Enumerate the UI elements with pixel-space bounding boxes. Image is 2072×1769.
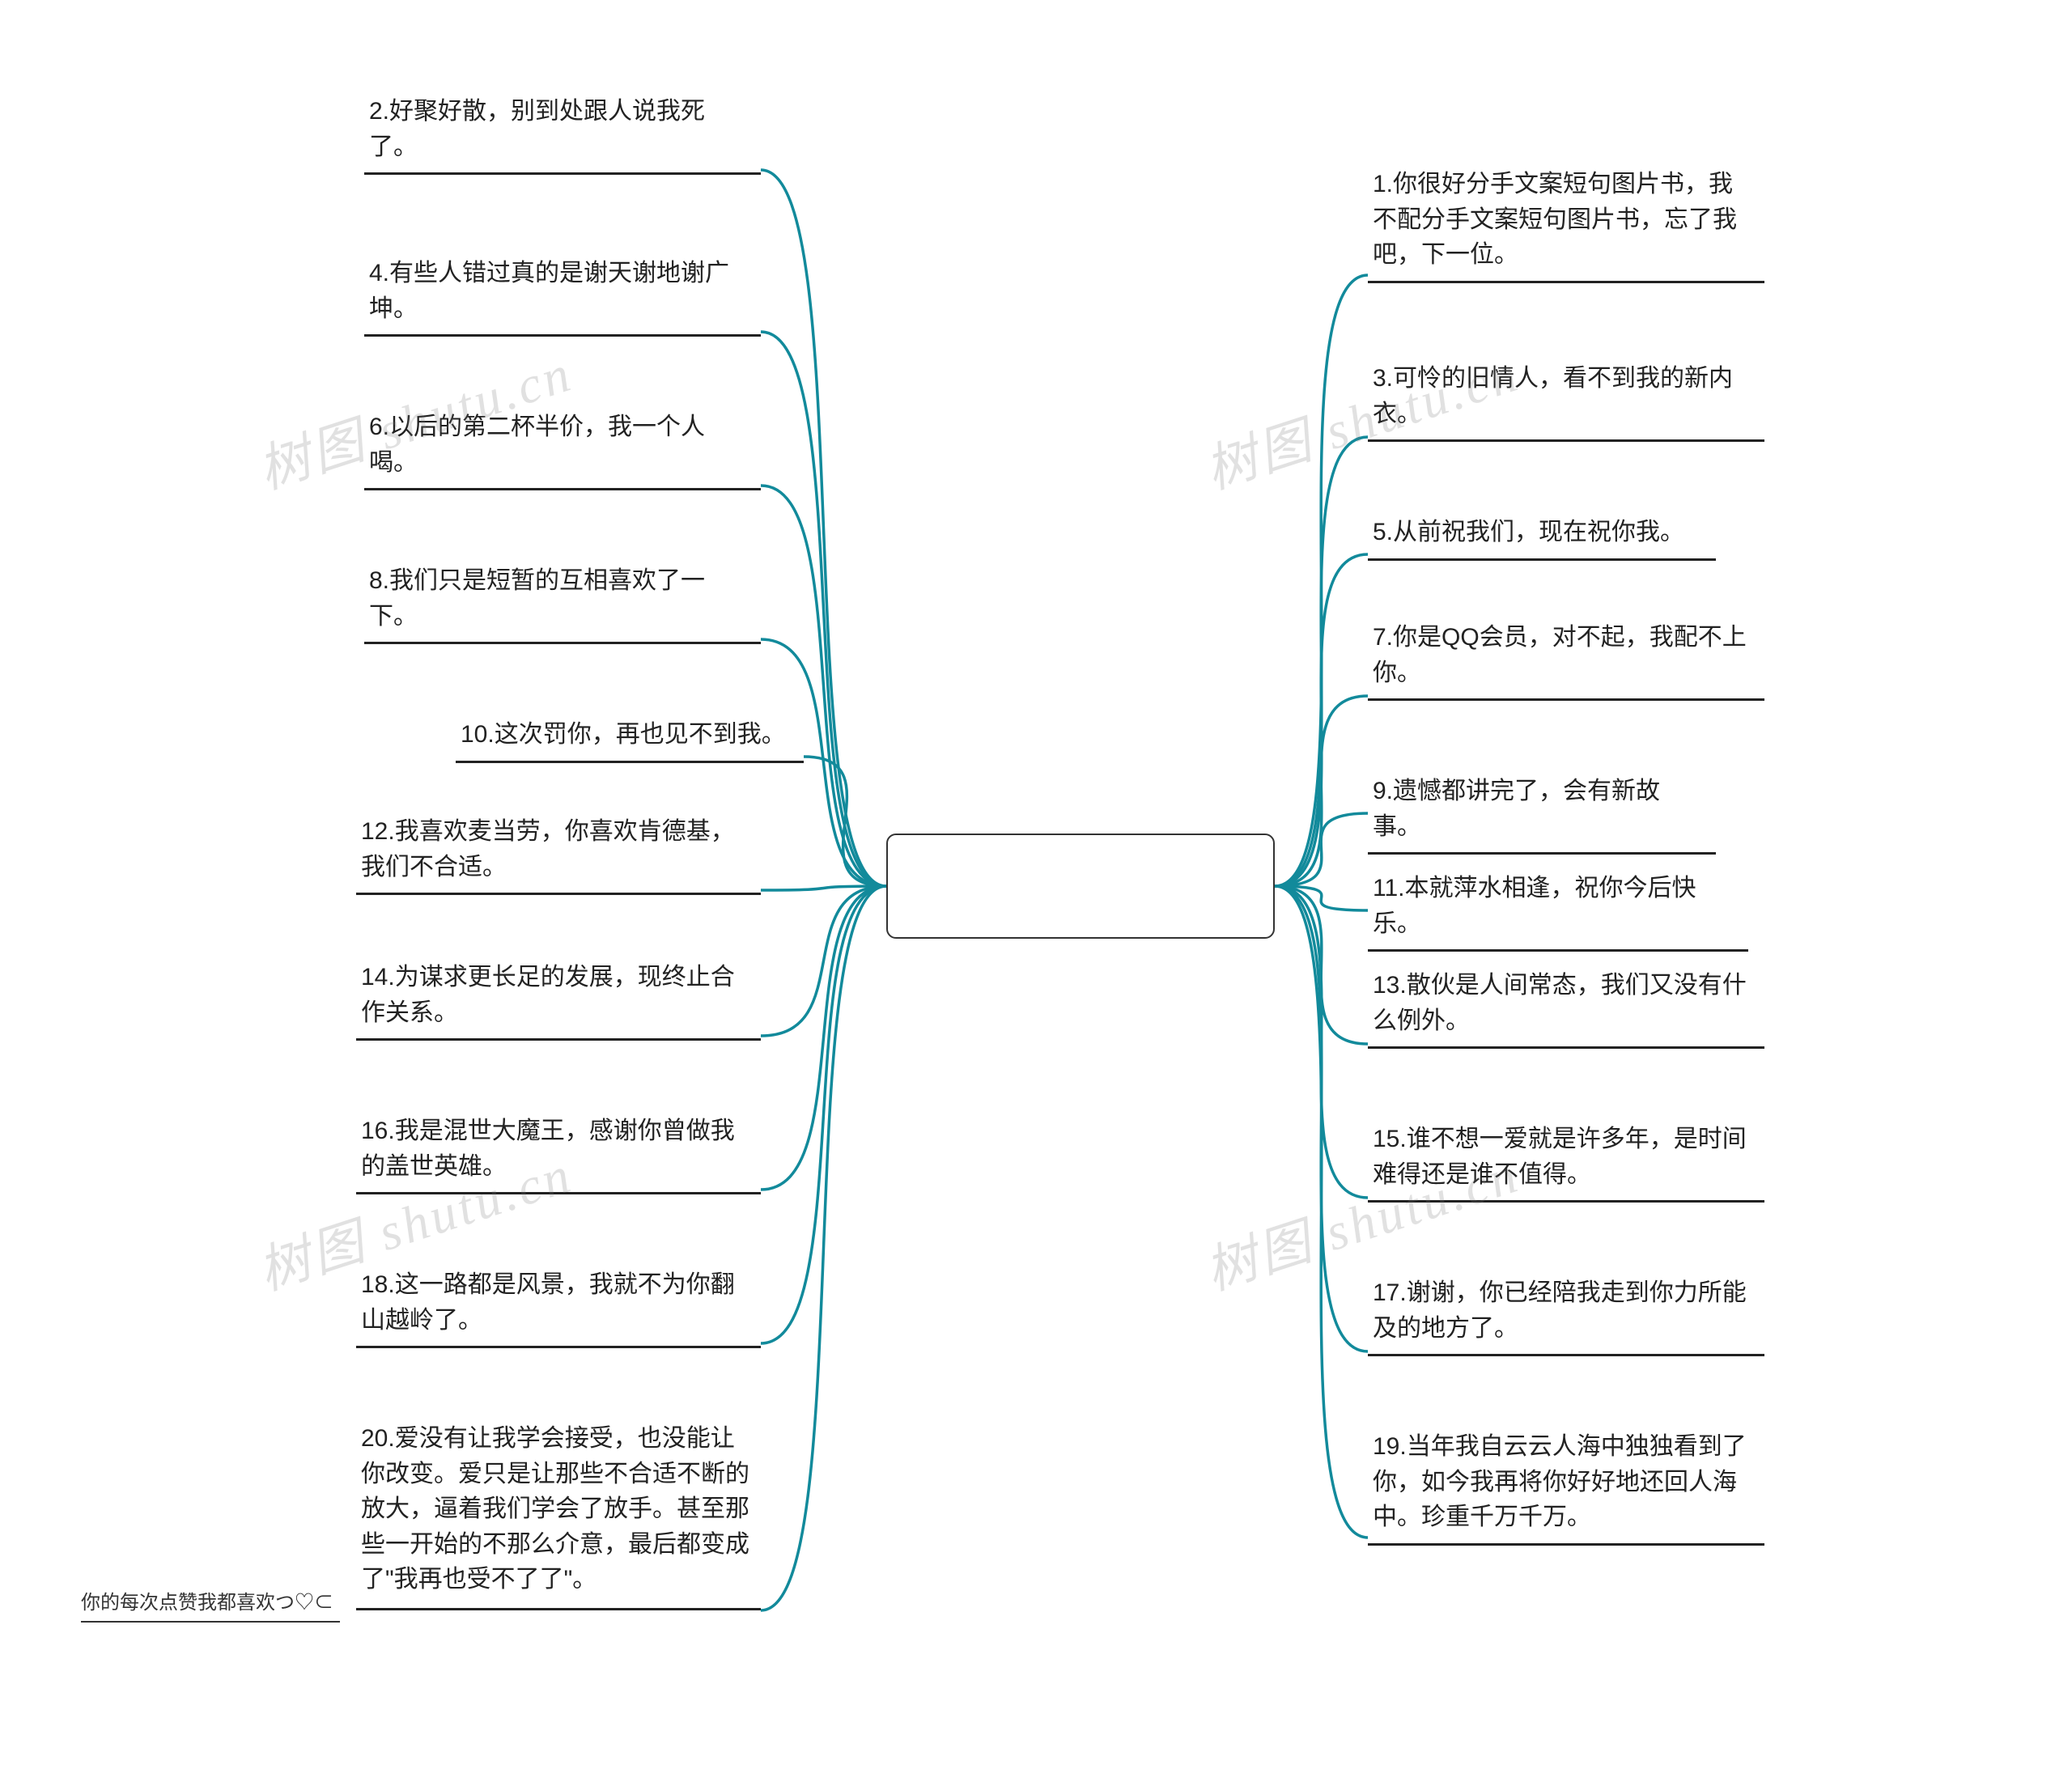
branch-text: 19.当年我自云云人海中独独看到了你，如今我再将你好好地还回人海中。珍重千万千万… bbox=[1373, 1433, 1747, 1530]
left-branch-9: 20.爱没有让我学会接受，也没能让你改变。爱只是让那些不合适不断的放大，逼着我们… bbox=[356, 1416, 761, 1610]
branch-text: 16.我是混世大魔王，感谢你曾做我的盖世英雄。 bbox=[361, 1118, 735, 1180]
branch-text: 10.这次罚你，再也见不到我。 bbox=[461, 721, 786, 748]
branch-text: 18.这一路都是风景，我就不为你翻山越岭了。 bbox=[361, 1271, 735, 1334]
right-branch-2: 5.从前祝我们，现在祝你我。 bbox=[1368, 510, 1716, 561]
left-branch-8: 18.这一路都是风景，我就不为你翻山越岭了。 bbox=[356, 1262, 761, 1348]
connector-left-6 bbox=[761, 886, 886, 1036]
connector-right-1 bbox=[1275, 437, 1368, 886]
branch-text: 12.我喜欢麦当劳，你喜欢肯德基，我们不合适。 bbox=[361, 818, 735, 880]
right-branch-8: 17.谢谢，你已经陪我走到你力所能及的地方了。 bbox=[1368, 1271, 1764, 1356]
branch-text: 2.好聚好散，别到处跟人说我死了。 bbox=[369, 98, 705, 160]
left-branch-1: 4.有些人错过真的是谢天谢地谢广坤。 bbox=[364, 251, 761, 337]
footer-note: 你的每次点赞我都喜欢つ♡⊂ bbox=[81, 1586, 340, 1623]
connector-left-3 bbox=[761, 639, 886, 886]
branch-text: 6.以后的第二杯半价，我一个人喝。 bbox=[369, 414, 705, 476]
connector-right-3 bbox=[1275, 696, 1368, 886]
right-branch-7: 15.谁不想一爱就是许多年，是时间难得还是谁不值得。 bbox=[1368, 1117, 1764, 1203]
branch-text: 5.从前祝我们，现在祝你我。 bbox=[1373, 519, 1684, 545]
connector-right-2 bbox=[1275, 554, 1368, 886]
branch-text: 3.可怜的旧情人，看不到我的新内衣。 bbox=[1373, 365, 1733, 427]
branch-text: 7.你是QQ会员，对不起，我配不上你。 bbox=[1373, 624, 1747, 686]
left-branch-3: 8.我们只是短暂的互相喜欢了一下。 bbox=[364, 558, 761, 644]
connector-right-6 bbox=[1275, 886, 1368, 1044]
left-branch-7: 16.我是混世大魔王，感谢你曾做我的盖世英雄。 bbox=[356, 1109, 761, 1194]
connector-left-2 bbox=[761, 486, 886, 886]
connector-left-8 bbox=[761, 886, 886, 1343]
connector-left-0 bbox=[761, 170, 886, 886]
connector-right-0 bbox=[1275, 275, 1368, 886]
connector-right-5 bbox=[1275, 886, 1368, 910]
right-branch-0: 1.你很好分手文案短句图片书，我不配分手文案短句图片书，忘了我吧，下一位。 bbox=[1368, 162, 1764, 283]
right-branch-5: 11.本就萍水相逢，祝你今后快乐。 bbox=[1368, 866, 1748, 952]
right-branch-6: 13.散伙是人间常态，我们又没有什么例外。 bbox=[1368, 963, 1764, 1049]
branch-text: 13.散伙是人间常态，我们又没有什么例外。 bbox=[1373, 972, 1747, 1034]
mindmap-canvas: 2.好聚好散，别到处跟人说我死了。 4.有些人错过真的是谢天谢地谢广坤。 6.以后的… bbox=[0, 0, 2072, 1769]
center-root-node bbox=[886, 834, 1275, 939]
connector-left-9 bbox=[761, 886, 886, 1610]
branch-text: 8.我们只是短暂的互相喜欢了一下。 bbox=[369, 567, 705, 630]
branch-text: 4.有些人错过真的是谢天谢地谢广坤。 bbox=[369, 260, 729, 322]
connector-right-8 bbox=[1275, 886, 1368, 1351]
left-branch-4: 10.这次罚你，再也见不到我。 bbox=[456, 712, 804, 763]
right-branch-3: 7.你是QQ会员，对不起，我配不上你。 bbox=[1368, 615, 1764, 701]
right-branch-4: 9.遗憾都讲完了，会有新故事。 bbox=[1368, 769, 1716, 855]
connector-right-4 bbox=[1275, 813, 1368, 886]
connector-left-5 bbox=[761, 886, 886, 890]
branch-text: 17.谢谢，你已经陪我走到你力所能及的地方了。 bbox=[1373, 1279, 1747, 1342]
connector-left-7 bbox=[761, 886, 886, 1190]
branch-text: 9.遗憾都讲完了，会有新故事。 bbox=[1373, 778, 1660, 840]
left-branch-6: 14.为谋求更长足的发展，现终止合作关系。 bbox=[356, 955, 761, 1041]
right-branch-1: 3.可怜的旧情人，看不到我的新内衣。 bbox=[1368, 356, 1764, 442]
connector-right-9 bbox=[1275, 886, 1368, 1538]
branch-text: 20.爱没有让我学会接受，也没能让你改变。爱只是让那些不合适不断的放大，逼着我们… bbox=[361, 1425, 749, 1593]
branch-text: 1.你很好分手文案短句图片书，我不配分手文案短句图片书，忘了我吧，下一位。 bbox=[1373, 171, 1737, 268]
footer-text: 你的每次点赞我都喜欢つ♡⊂ bbox=[81, 1592, 333, 1614]
connector-left-1 bbox=[761, 332, 886, 886]
branch-text: 14.为谋求更长足的发展，现终止合作关系。 bbox=[361, 964, 735, 1026]
connector-left-4 bbox=[804, 757, 886, 886]
left-branch-5: 12.我喜欢麦当劳，你喜欢肯德基，我们不合适。 bbox=[356, 809, 761, 895]
branch-text: 11.本就萍水相逢，祝你今后快乐。 bbox=[1373, 875, 1696, 937]
connector-right-7 bbox=[1275, 886, 1368, 1198]
right-branch-9: 19.当年我自云云人海中独独看到了你，如今我再将你好好地还回人海中。珍重千万千万… bbox=[1368, 1424, 1764, 1546]
left-branch-0: 2.好聚好散，别到处跟人说我死了。 bbox=[364, 89, 761, 175]
branch-text: 15.谁不想一爱就是许多年，是时间难得还是谁不值得。 bbox=[1373, 1126, 1747, 1188]
left-branch-2: 6.以后的第二杯半价，我一个人喝。 bbox=[364, 405, 761, 490]
